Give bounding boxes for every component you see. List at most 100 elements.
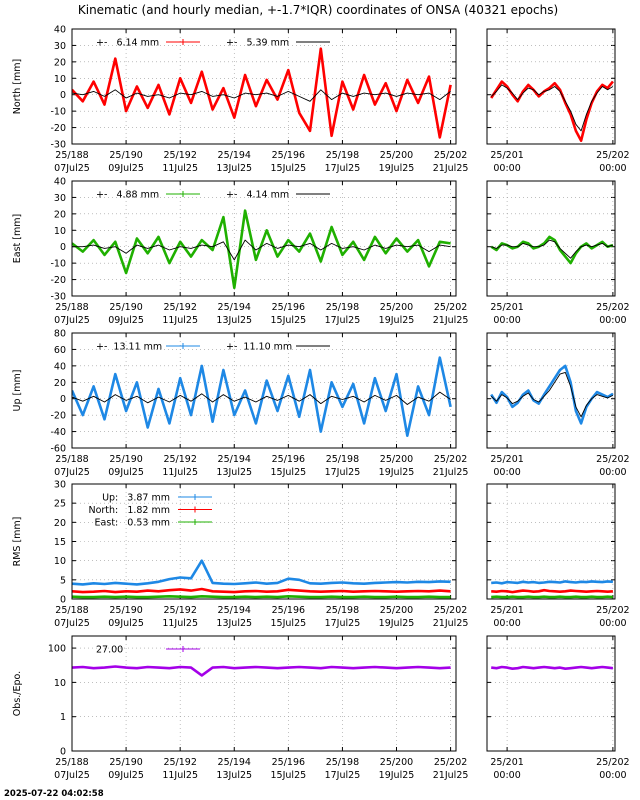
- y-tick-label: 10: [54, 678, 66, 689]
- chart-title: Kinematic (and hourly median, +-1.7*IQR)…: [78, 3, 558, 17]
- y-axis-label: Up [mm]: [12, 370, 23, 412]
- x-tick-label: 25/192: [163, 454, 196, 465]
- x-tick-label: 25/198: [326, 757, 359, 768]
- x-tick-date: 13Jul25: [216, 315, 252, 326]
- x-tick-label: 25/202: [434, 757, 467, 768]
- series-line: [490, 364, 614, 425]
- y-axis-label: North [mm]: [12, 59, 23, 115]
- x-tick-label: 25/196: [272, 302, 305, 313]
- x-tick-date: 13Jul25: [216, 770, 252, 781]
- x-tick-date: 17Jul25: [325, 467, 361, 478]
- y-tick-label: 25: [54, 499, 66, 510]
- x-tick-label: 25/188: [55, 302, 88, 313]
- x-tick-date: 07Jul25: [54, 315, 90, 326]
- series-line: [490, 84, 614, 132]
- y-tick-label: 0: [60, 90, 66, 101]
- legend-label: +- 13.11 mm: [96, 342, 162, 353]
- x-tick-date: 15Jul25: [271, 618, 307, 629]
- y-tick-label: 40: [54, 361, 66, 372]
- x-tick-label: 25/190: [109, 757, 142, 768]
- x-tick-label: 25/190: [109, 454, 142, 465]
- legend-label: 27.00: [96, 645, 123, 656]
- y-tick-label: 40: [54, 25, 66, 36]
- x-tick-date: 17Jul25: [325, 163, 361, 174]
- x-tick-date: 11Jul25: [162, 770, 198, 781]
- y-tick-label: -20: [50, 275, 66, 286]
- x-tick-date: 11Jul25: [162, 467, 198, 478]
- x-tick-label: 25/202: [596, 757, 629, 768]
- series-line: [491, 239, 614, 259]
- legend-label: +- 6.14 mm: [96, 38, 159, 49]
- series-line: [490, 235, 614, 265]
- y-tick-label: 80: [54, 329, 66, 340]
- x-tick-date: 09Jul25: [108, 163, 144, 174]
- x-tick-date: 11Jul25: [162, 163, 198, 174]
- plot-frame: [71, 180, 457, 297]
- x-tick-label: 25/188: [55, 605, 88, 616]
- x-tick-date: 17Jul25: [325, 315, 361, 326]
- legend-label: Up: 3.87 mm: [102, 493, 170, 504]
- x-tick-label: 25/192: [163, 150, 196, 161]
- y-tick-label: 5: [60, 575, 66, 586]
- x-tick-date: 00:00: [493, 618, 520, 629]
- x-tick-label: 25/190: [109, 150, 142, 161]
- series-line: [491, 588, 613, 594]
- legend-label: +- 4.88 mm: [96, 190, 159, 201]
- y-axis-label: East [mm]: [12, 214, 23, 263]
- x-tick-date: 19Jul25: [379, 618, 415, 629]
- x-tick-label: 25/201: [490, 757, 523, 768]
- x-tick-date: 09Jul25: [108, 467, 144, 478]
- y-tick-label: 30: [54, 193, 66, 204]
- series-line: [491, 580, 613, 585]
- series-line: [72, 391, 451, 405]
- series-line: [491, 665, 614, 670]
- y-tick-label: -60: [50, 444, 66, 455]
- x-tick-date: 17Jul25: [325, 618, 361, 629]
- legend-marker: [192, 494, 198, 500]
- x-tick-label: 25/202: [434, 150, 467, 161]
- y-tick-label: -10: [50, 259, 66, 270]
- legend-marker: [180, 39, 186, 45]
- y-tick-label: 0: [60, 747, 66, 758]
- x-tick-label: 25/198: [326, 302, 359, 313]
- y-tick-label: 60: [54, 345, 66, 356]
- legend-label: North: 1.82 mm: [88, 505, 170, 516]
- series-line: [72, 665, 451, 677]
- series-line: [490, 80, 614, 142]
- x-tick-label: 25/201: [490, 302, 523, 313]
- plot-frame: [71, 483, 457, 600]
- x-tick-label: 25/200: [380, 454, 413, 465]
- x-tick-label: 25/194: [218, 757, 251, 768]
- x-tick-label: 25/202: [596, 454, 629, 465]
- series-line: [72, 356, 452, 437]
- x-tick-date: 15Jul25: [271, 467, 307, 478]
- plot-frame: [71, 635, 457, 752]
- x-tick-date: 19Jul25: [379, 467, 415, 478]
- series-line: [72, 239, 451, 261]
- x-tick-label: 25/198: [326, 454, 359, 465]
- x-tick-date: 07Jul25: [54, 618, 90, 629]
- x-tick-date: 19Jul25: [379, 770, 415, 781]
- x-tick-label: 25/192: [163, 302, 196, 313]
- x-tick-label: 25/202: [434, 605, 467, 616]
- x-tick-date: 21Jul25: [433, 315, 469, 326]
- y-tick-label: 20: [54, 57, 66, 68]
- plot-frame: [486, 180, 616, 297]
- legend-marker: [180, 646, 186, 652]
- y-tick-label: 20: [54, 378, 66, 389]
- legend-label: +- 5.39 mm: [226, 38, 289, 49]
- plot-frame: [486, 483, 616, 600]
- x-tick-date: 21Jul25: [433, 467, 469, 478]
- x-tick-label: 25/202: [596, 605, 629, 616]
- y-tick-label: 10: [54, 226, 66, 237]
- x-tick-label: 25/202: [434, 302, 467, 313]
- x-tick-label: 25/194: [218, 454, 251, 465]
- y-tick-label: -30: [50, 140, 66, 151]
- series-line: [490, 371, 614, 418]
- x-tick-label: 25/196: [272, 150, 305, 161]
- x-tick-date: 00:00: [599, 618, 626, 629]
- x-tick-date: 00:00: [599, 467, 626, 478]
- y-tick-label: 30: [54, 480, 66, 491]
- y-tick-label: 15: [54, 537, 66, 548]
- series-line: [72, 587, 451, 594]
